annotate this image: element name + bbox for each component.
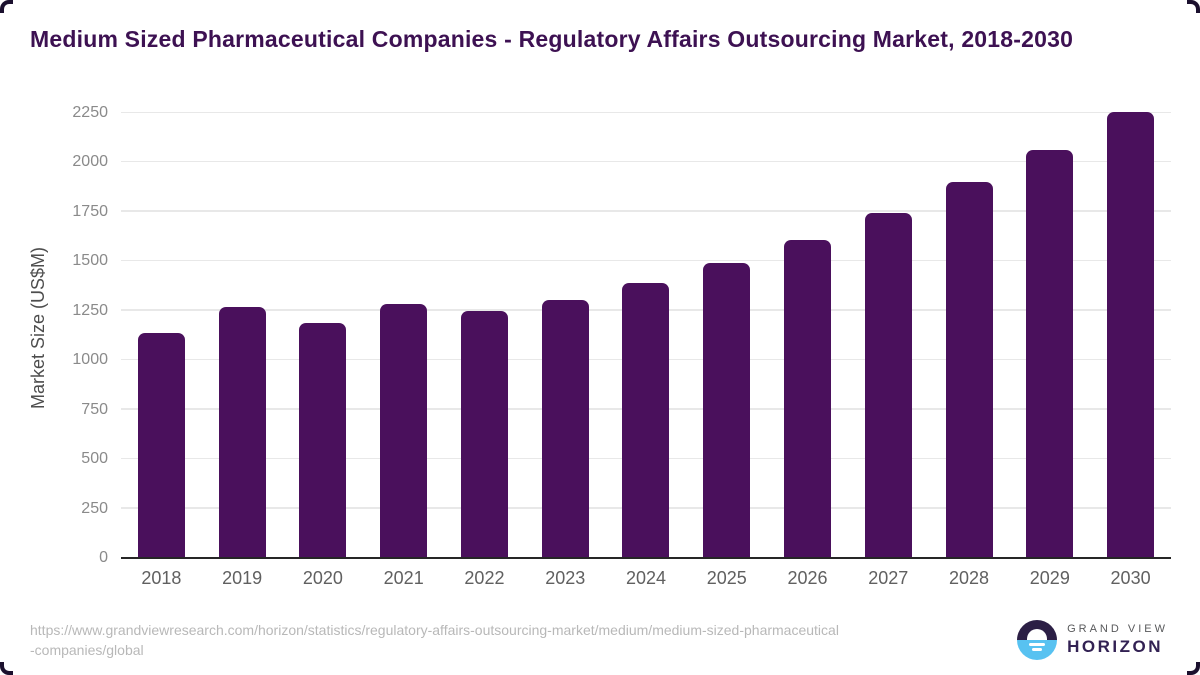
grandview-horizon-logo: GRAND VIEW HORIZON — [1017, 620, 1168, 660]
y-tick-label-1500: 1500 — [72, 252, 108, 270]
y-tick-label-500: 500 — [81, 450, 108, 468]
bar-slot-2019 — [202, 306, 283, 558]
frame-corner — [0, 0, 13, 13]
bar-2020 — [299, 322, 347, 558]
logo-text-horizon: HORIZON — [1067, 637, 1163, 656]
sun-reflection-line — [1029, 643, 1046, 646]
source-url-line2: -companies/global — [30, 642, 144, 658]
bars-layer — [121, 98, 1171, 558]
x-tick-label-2028: 2028 — [949, 568, 990, 588]
bar-2025 — [703, 263, 751, 558]
gridline-2250 — [121, 111, 1171, 113]
bar-2022 — [460, 310, 508, 558]
gridline-1750 — [121, 210, 1171, 212]
frame-corner — [1187, 662, 1200, 675]
y-tick-label-0: 0 — [99, 549, 108, 566]
gridline-2000 — [121, 160, 1171, 163]
x-axis-tick-labels: 2018 2019 2020 2021 2022 2023 2024 2025 2026 2027… — [121, 568, 1171, 589]
x-axis-line — [121, 557, 1171, 559]
bar-2019 — [218, 306, 266, 558]
source-url-line1: https://www.grandviewresearch.com/horizo… — [30, 622, 839, 638]
x-tick-label-2024: 2024 — [625, 568, 666, 588]
bar-slot-2025 — [686, 263, 767, 558]
bar-2027 — [864, 212, 912, 558]
frame-corner — [1187, 0, 1200, 13]
x-tick-label-2019: 2019 — [222, 568, 263, 588]
horizon-sun-icon — [1017, 620, 1058, 660]
y-tick-label-250: 250 — [81, 499, 108, 517]
source-url: https://www.grandviewresearch.com/horizo… — [30, 620, 839, 660]
bar-slot-2022 — [444, 310, 525, 558]
x-tick-label-2029: 2029 — [1029, 568, 1070, 588]
x-tick-label-2026: 2026 — [787, 568, 828, 588]
y-tick-label-1000: 1000 — [72, 351, 108, 369]
y-tick-label-1250: 1250 — [72, 301, 108, 319]
y-axis-tick-labels: 0 250 500 750 1000 1250 1500 1750 2000 2250 — [0, 98, 108, 566]
x-tick-label-2030: 2030 — [1110, 568, 1151, 588]
logo-text-grand-view: GRAND VIEW — [1067, 623, 1168, 635]
bar-2026 — [784, 239, 831, 558]
bar-2029 — [1026, 149, 1074, 558]
bar-slot-2029 — [1009, 149, 1090, 558]
gridline-1500 — [121, 259, 1171, 262]
bar-slot-2024 — [606, 283, 687, 558]
bar-slot-2023 — [525, 299, 606, 558]
bar-slot-2030 — [1090, 112, 1171, 558]
bar-2018 — [137, 332, 185, 558]
bar-slot-2021 — [363, 303, 444, 558]
page-title: Medium Sized Pharmaceutical Companies - … — [30, 26, 1074, 52]
y-tick-label-2250: 2250 — [72, 104, 108, 121]
x-tick-label-2021: 2021 — [383, 568, 424, 588]
bar-2024 — [622, 283, 670, 558]
bar-2023 — [541, 299, 589, 558]
sun-reflection-line — [1032, 648, 1043, 651]
y-tick-label-1750: 1750 — [72, 202, 108, 220]
x-tick-label-2027: 2027 — [868, 568, 909, 588]
y-tick-label-2000: 2000 — [72, 153, 108, 171]
bar-slot-2026 — [767, 239, 848, 558]
plot-area — [121, 98, 1171, 559]
y-tick-label-750: 750 — [81, 400, 108, 418]
logo-text: GRAND VIEW HORIZON — [1067, 623, 1168, 657]
x-tick-label-2022: 2022 — [464, 568, 505, 588]
bar-slot-2020 — [283, 322, 364, 558]
x-tick-label-2018: 2018 — [141, 568, 182, 588]
x-tick-label-2020: 2020 — [302, 568, 343, 588]
bar-slot-2027 — [848, 212, 929, 558]
bar-2030 — [1107, 112, 1155, 558]
bar-2021 — [380, 303, 428, 558]
bar-2028 — [945, 182, 993, 558]
bar-slot-2028 — [929, 182, 1010, 558]
sun-shape — [1027, 629, 1048, 640]
x-tick-label-2025: 2025 — [706, 568, 747, 588]
frame-corner — [0, 662, 13, 675]
x-tick-label-2023: 2023 — [545, 568, 586, 588]
bar-slot-2018 — [121, 332, 202, 558]
footer: https://www.grandviewresearch.com/horizo… — [30, 620, 1168, 660]
